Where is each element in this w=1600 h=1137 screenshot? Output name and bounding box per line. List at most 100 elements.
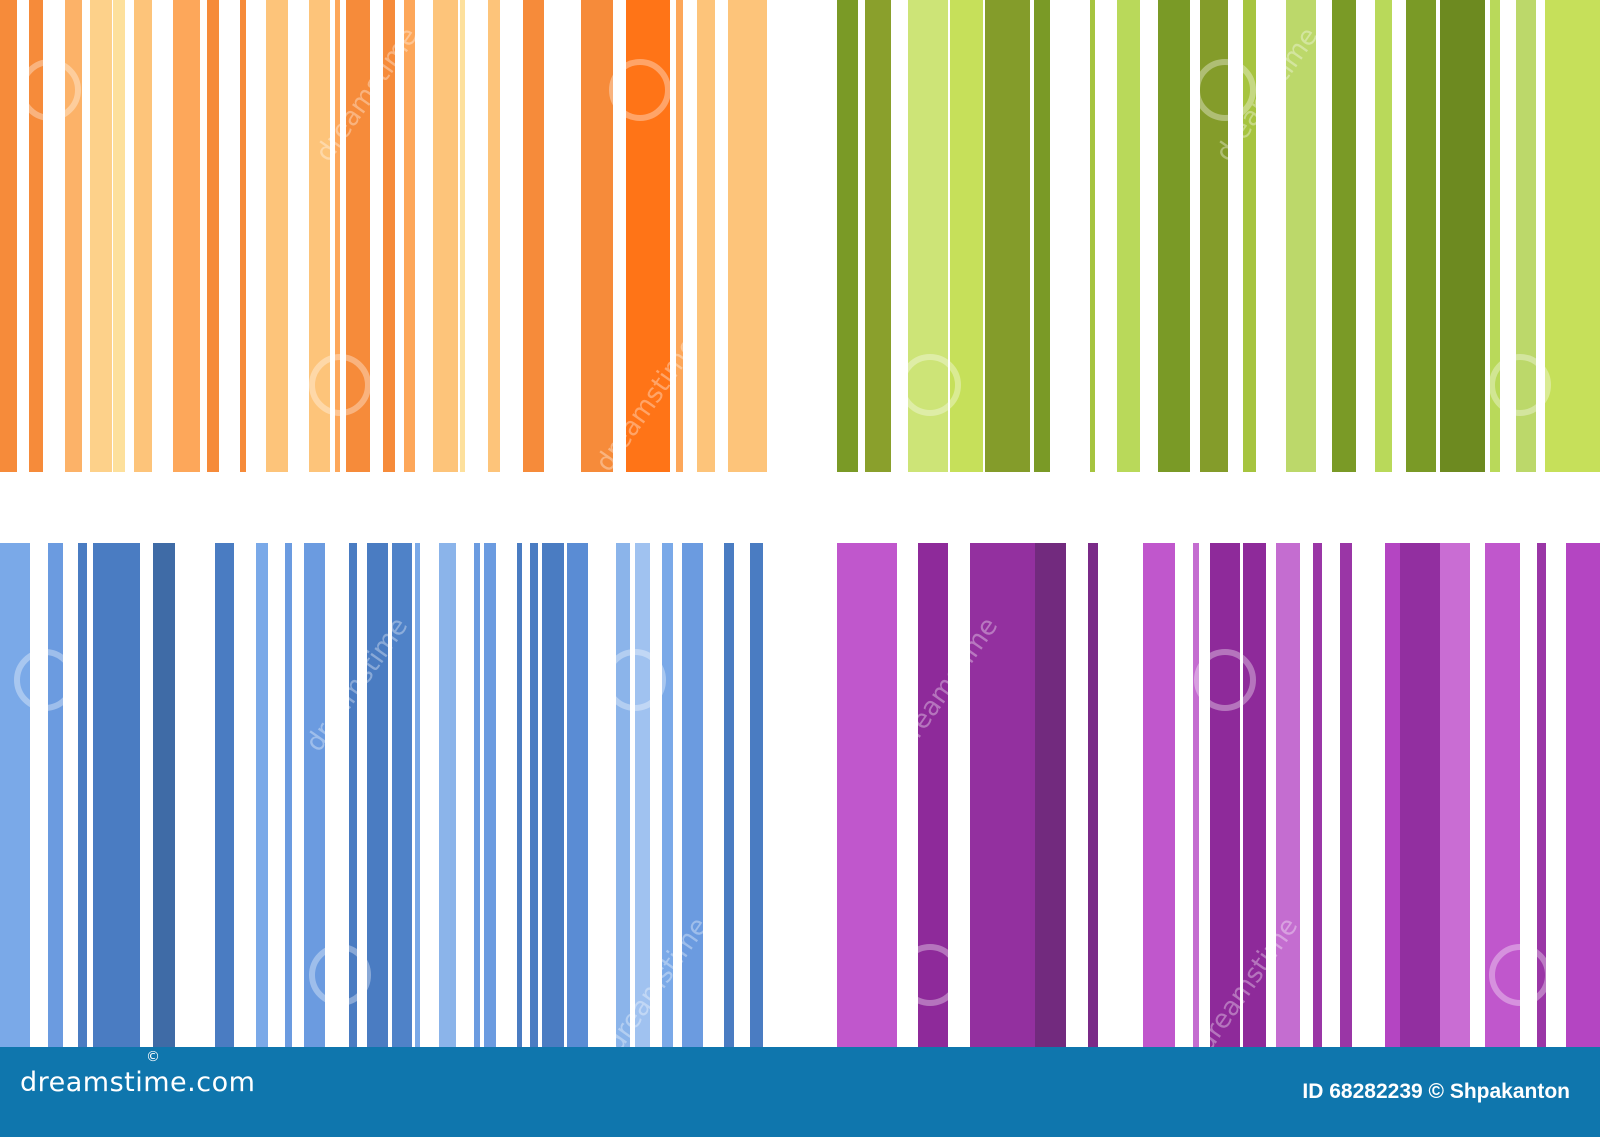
- orange-stripe: [0, 0, 17, 472]
- barcode-stripes-artwork: [0, 0, 1600, 1047]
- orange-barcode-panel: [0, 0, 767, 472]
- green-stripe: [985, 0, 1030, 472]
- green-stripe: [1158, 0, 1190, 472]
- blue-stripe: [256, 543, 268, 1047]
- purple-stripe: [1243, 543, 1266, 1047]
- green-stripe: [1545, 0, 1600, 472]
- orange-stripe: [433, 0, 458, 472]
- purple-stripe: [1440, 543, 1470, 1047]
- orange-stripe: [335, 0, 340, 472]
- green-stripe: [1375, 0, 1392, 472]
- watermark-spiral-icon: [1489, 944, 1551, 1006]
- blue-stripe: [542, 543, 564, 1047]
- green-stripe: [1516, 0, 1536, 472]
- green-stripe: [1286, 0, 1316, 472]
- orange-stripe: [309, 0, 330, 472]
- green-barcode-panel: [837, 0, 1600, 472]
- blue-stripe: [662, 543, 673, 1047]
- watermark-spiral-icon: [309, 354, 371, 416]
- blue-stripe: [48, 543, 63, 1047]
- green-stripe: [837, 0, 858, 472]
- blue-stripe: [484, 543, 496, 1047]
- orange-stripe: [460, 0, 465, 472]
- blue-stripe: [567, 543, 588, 1047]
- orange-stripe: [676, 0, 683, 472]
- orange-stripe: [383, 0, 395, 472]
- purple-stripe: [837, 543, 897, 1047]
- green-stripe: [1332, 0, 1356, 472]
- orange-stripe: [29, 0, 43, 472]
- blue-stripe: [682, 543, 703, 1047]
- orange-stripe: [626, 0, 670, 472]
- green-stripe: [908, 0, 948, 472]
- purple-stripe: [1035, 543, 1066, 1047]
- watermark-spiral-icon: [14, 649, 76, 711]
- orange-stripe: [65, 0, 82, 472]
- green-stripe: [950, 0, 983, 472]
- green-stripe: [1200, 0, 1228, 472]
- orange-stripe: [134, 0, 152, 472]
- purple-stripe: [1210, 543, 1240, 1047]
- purple-stripe: [1276, 543, 1300, 1047]
- purple-stripe: [1193, 543, 1199, 1047]
- orange-stripe: [113, 0, 125, 472]
- watermark-spiral-icon: [1489, 354, 1551, 416]
- blue-stripe: [153, 543, 175, 1047]
- green-stripe: [1090, 0, 1095, 472]
- logo-spiral-icon: ©: [146, 1049, 160, 1065]
- dreamstime-logo: dreamstime.com: [20, 1067, 256, 1098]
- purple-stripe: [1537, 543, 1546, 1047]
- orange-stripe: [697, 0, 715, 472]
- green-stripe: [1406, 0, 1436, 472]
- purple-stripe: [1088, 543, 1098, 1047]
- blue-stripe: [93, 543, 140, 1047]
- orange-stripe: [581, 0, 613, 472]
- purple-stripe: [1143, 543, 1175, 1047]
- purple-stripe: [1385, 543, 1400, 1047]
- blue-stripe: [415, 543, 420, 1047]
- purple-stripe: [1485, 543, 1520, 1047]
- watermark-spiral-icon: [1194, 59, 1256, 121]
- watermark-spiral-icon: [609, 59, 671, 121]
- purple-stripe: [918, 543, 948, 1047]
- blue-stripe: [474, 543, 480, 1047]
- green-stripe: [1034, 0, 1050, 472]
- blue-stripe: [349, 543, 357, 1047]
- green-stripe: [1490, 0, 1500, 472]
- blue-stripe: [78, 543, 87, 1047]
- watermark-spiral-icon: [604, 649, 666, 711]
- watermark-spiral-icon: [1194, 649, 1256, 711]
- purple-stripe: [1400, 543, 1440, 1047]
- purple-stripe: [970, 543, 1035, 1047]
- blue-stripe: [0, 543, 30, 1047]
- blue-stripe: [724, 543, 734, 1047]
- blue-stripe: [285, 543, 292, 1047]
- blue-stripe: [439, 543, 456, 1047]
- orange-stripe: [488, 0, 500, 472]
- orange-stripe: [728, 0, 767, 472]
- blue-barcode-panel: [0, 543, 763, 1047]
- blue-stripe: [215, 543, 234, 1047]
- purple-stripe: [1340, 543, 1352, 1047]
- orange-stripe: [240, 0, 246, 472]
- watermark-spiral-icon: [19, 59, 81, 121]
- blue-stripe: [367, 543, 388, 1047]
- green-stripe: [1243, 0, 1256, 472]
- image-credit: ID 68282239 © Shpakanton: [1302, 1080, 1570, 1103]
- orange-stripe: [173, 0, 200, 472]
- blue-stripe: [517, 543, 522, 1047]
- orange-stripe: [523, 0, 544, 472]
- orange-stripe: [90, 0, 112, 472]
- watermark-spiral-icon: [899, 944, 961, 1006]
- orange-stripe: [404, 0, 415, 472]
- footer-bar: dreamstime.com © ID 68282239 © Shpakanto…: [0, 1047, 1600, 1137]
- blue-stripe: [750, 543, 763, 1047]
- purple-stripe: [1313, 543, 1322, 1047]
- blue-stripe: [616, 543, 630, 1047]
- blue-stripe: [635, 543, 650, 1047]
- green-stripe: [865, 0, 891, 472]
- green-stripe: [1117, 0, 1140, 472]
- green-stripe: [1440, 0, 1485, 472]
- blue-stripe: [530, 543, 538, 1047]
